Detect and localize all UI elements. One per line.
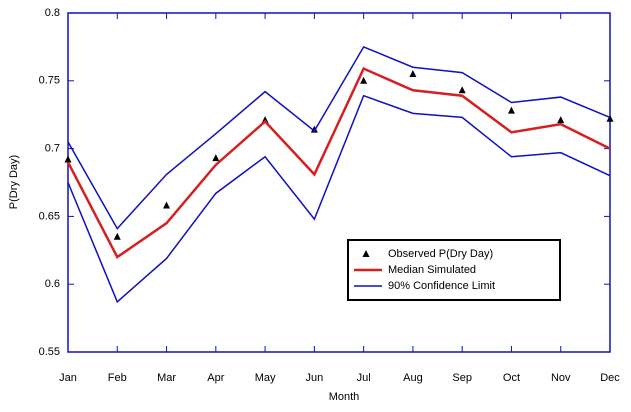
legend-box [347,239,561,301]
line [67,94,611,304]
x-tick-label: Feb [108,372,127,384]
x-tick-label: Aug [403,372,423,384]
marker [557,116,565,124]
x-tick-label: Nov [551,372,571,384]
line [67,45,611,230]
x-tick-label: May [255,372,276,384]
y-tick-label: 0.7 [45,143,60,155]
legend-label: 90% Confidence Limit [388,280,495,292]
x-tick-label: Oct [503,372,520,384]
x-tick-label: Apr [207,372,224,384]
y-tick-label: 0.6 [45,278,60,290]
y-axis-label: P(Dry Day) [8,155,20,209]
marker [64,155,72,163]
x-tick-label: Jan [59,372,77,384]
marker [507,106,515,114]
x-tick-label: Jul [357,372,371,384]
y-tick-label: 0.8 [45,7,60,19]
legend-label: Observed P(Dry Day) [388,248,493,260]
y-tick-label: 0.65 [39,210,60,222]
x-axis-label: Month [329,391,360,403]
marker [458,86,466,94]
marker [113,232,121,240]
legend-label: Median Simulated [388,264,476,276]
y-tick-label: 0.75 [39,75,60,87]
y-tick-label: 0.55 [39,346,60,358]
marker [606,114,614,122]
x-tick-label: Dec [600,372,620,384]
line [66,66,611,259]
marker [163,201,171,209]
legend-marker [362,250,370,257]
x-tick-label: Sep [452,372,472,384]
marker [409,70,417,78]
plot-frame [67,12,611,353]
x-tick-label: Mar [157,372,176,384]
marker [360,76,368,84]
marker [212,154,220,162]
x-tick-label: Jun [305,372,323,384]
marker [310,125,318,133]
